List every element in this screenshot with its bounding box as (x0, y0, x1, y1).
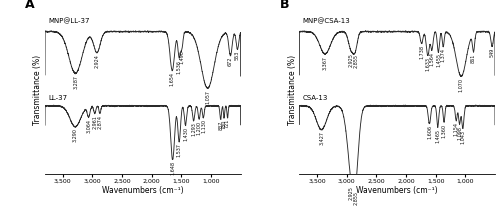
Text: 1,654: 1,654 (170, 72, 174, 86)
Text: 3,287: 3,287 (73, 75, 78, 89)
Text: 1,043: 1,043 (460, 130, 466, 144)
Text: 1,490: 1,490 (180, 51, 184, 64)
Text: 1,374: 1,374 (440, 48, 446, 62)
X-axis label: Wavenumbers (cm⁻¹): Wavenumbers (cm⁻¹) (102, 186, 184, 195)
Y-axis label: Transmittance (%): Transmittance (%) (288, 55, 296, 125)
Text: 1,536: 1,536 (176, 60, 182, 74)
Text: 1,154: 1,154 (454, 122, 458, 136)
Text: 1,738: 1,738 (419, 45, 424, 59)
Text: 837: 837 (218, 121, 223, 130)
X-axis label: Wavenumbers (cm⁻¹): Wavenumbers (cm⁻¹) (356, 186, 438, 195)
Text: 3,427: 3,427 (319, 131, 324, 145)
Text: A: A (26, 0, 35, 11)
Text: 2,925: 2,925 (348, 53, 354, 67)
Text: 1,098: 1,098 (457, 126, 462, 139)
Text: 1,057: 1,057 (205, 90, 210, 104)
Text: 1,606: 1,606 (427, 125, 432, 139)
Text: 549: 549 (490, 48, 494, 57)
Text: 2,924: 2,924 (94, 54, 100, 68)
Text: 2,925: 2,925 (348, 186, 354, 200)
Text: 1,537: 1,537 (176, 143, 182, 158)
Text: 3,290: 3,290 (72, 128, 78, 142)
Text: 1,200: 1,200 (196, 121, 202, 135)
Text: 2,855: 2,855 (353, 191, 358, 205)
Text: 1,293: 1,293 (191, 122, 196, 136)
Text: 2,855: 2,855 (353, 54, 358, 68)
Text: 1,070: 1,070 (458, 78, 464, 92)
Text: MNP@LL-37: MNP@LL-37 (48, 18, 90, 24)
Text: 1,465: 1,465 (436, 129, 440, 143)
Text: 3,367: 3,367 (322, 55, 328, 70)
Text: 2,874: 2,874 (98, 115, 102, 129)
Text: 1,430: 1,430 (183, 127, 188, 141)
Text: 780: 780 (222, 120, 226, 129)
Text: B: B (280, 0, 289, 11)
Text: 672: 672 (228, 57, 233, 66)
Text: 1,648: 1,648 (170, 161, 175, 175)
Text: CSA-13: CSA-13 (302, 96, 328, 101)
Text: 1,455: 1,455 (436, 54, 441, 67)
Text: 1,360: 1,360 (442, 124, 446, 138)
Text: MNP@CSA-13: MNP@CSA-13 (302, 18, 350, 24)
Y-axis label: Transmittance (%): Transmittance (%) (33, 55, 42, 125)
Text: LL-37: LL-37 (48, 96, 67, 101)
Text: 1,130: 1,130 (201, 119, 206, 133)
Text: 2,961: 2,961 (92, 115, 97, 129)
Text: 721: 721 (225, 119, 230, 128)
Text: 861: 861 (471, 54, 476, 63)
Text: 1,633: 1,633 (426, 57, 430, 71)
Text: 3,064: 3,064 (86, 119, 91, 133)
Text: 553: 553 (235, 51, 240, 60)
Text: 1,564: 1,564 (430, 52, 434, 66)
